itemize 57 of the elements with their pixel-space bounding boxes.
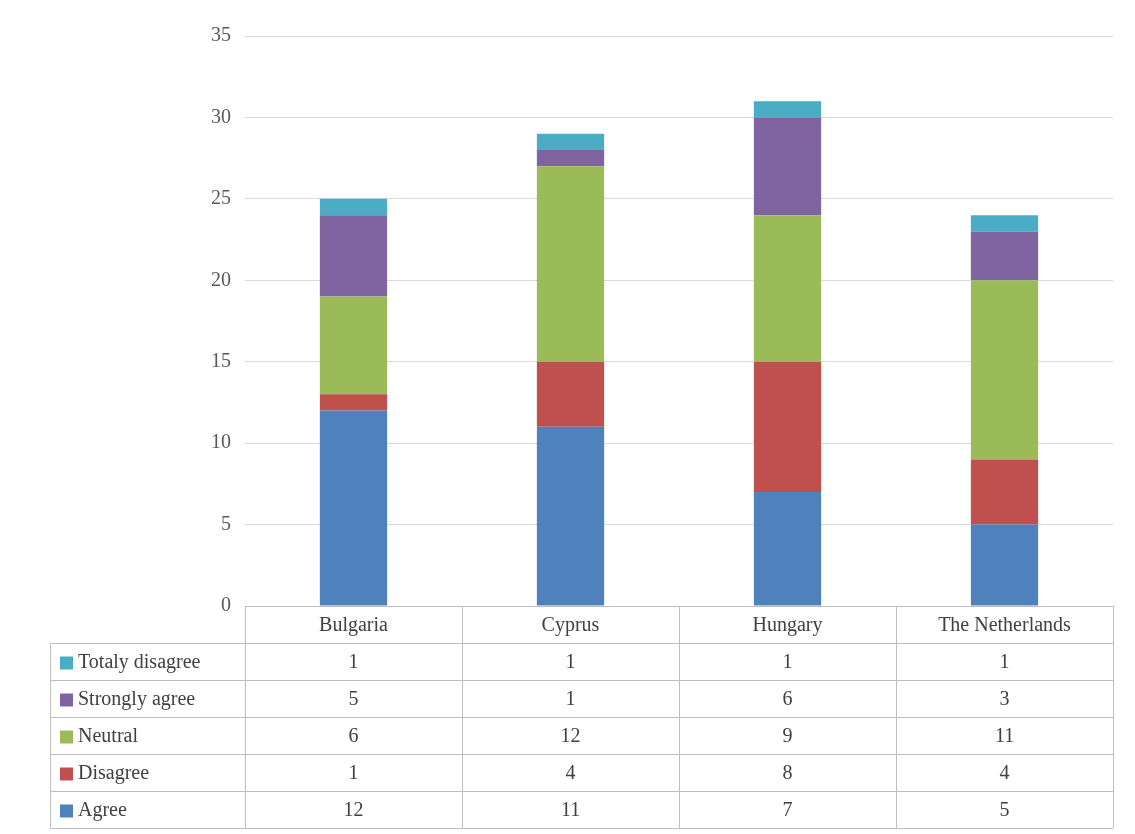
data-label: 11 xyxy=(560,797,581,820)
data-label: 12 xyxy=(343,797,364,820)
data-label: 12 xyxy=(560,723,581,746)
data-label: 5 xyxy=(348,686,359,709)
y-tick-label: 0 xyxy=(221,593,231,616)
x-tick-label: Bulgaria xyxy=(319,612,389,636)
data-label: 4 xyxy=(565,760,576,783)
y-tick-label: 20 xyxy=(211,267,231,290)
data-label: 1 xyxy=(565,686,576,709)
bar xyxy=(753,492,822,606)
data-label: 5 xyxy=(999,797,1010,820)
bar xyxy=(753,215,822,362)
legend-label: Agree xyxy=(78,797,127,821)
bar xyxy=(319,394,388,411)
bar xyxy=(319,215,388,297)
bar xyxy=(319,296,388,395)
bar xyxy=(536,166,605,362)
bar xyxy=(319,410,388,606)
data-label: 11 xyxy=(994,723,1015,746)
data-label: 1 xyxy=(348,649,359,672)
data-label: 6 xyxy=(348,723,359,746)
data-label: 6 xyxy=(782,686,793,709)
bar xyxy=(536,133,605,150)
y-tick-label: 5 xyxy=(221,511,231,534)
legend-label: Neutral xyxy=(78,723,139,746)
bar xyxy=(970,215,1039,232)
bar xyxy=(970,280,1039,460)
legend-label: Totaly disagree xyxy=(78,649,201,673)
legend-label: Strongly agree xyxy=(78,686,196,710)
y-tick-label: 35 xyxy=(211,23,231,46)
data-label: 3 xyxy=(999,686,1010,709)
x-tick-label: Cyprus xyxy=(541,612,600,636)
data-label: 7 xyxy=(782,797,793,820)
y-tick-label: 30 xyxy=(211,104,231,127)
bar xyxy=(753,101,822,118)
bar xyxy=(753,117,822,216)
x-tick-label: Hungary xyxy=(752,612,823,636)
bar xyxy=(753,361,822,492)
legend-label: Disagree xyxy=(78,760,150,784)
data-label: 1 xyxy=(782,649,793,672)
data-label: 1 xyxy=(348,760,359,783)
data-label: 1 xyxy=(565,649,576,672)
x-tick-label: The Netherlands xyxy=(938,612,1072,635)
data-label: 1 xyxy=(999,649,1010,672)
y-tick-label: 15 xyxy=(211,348,231,371)
bar xyxy=(536,150,605,167)
bar xyxy=(536,426,605,606)
bar xyxy=(319,198,388,216)
bar xyxy=(970,459,1039,525)
data-label: 4 xyxy=(999,760,1010,783)
bar xyxy=(970,524,1039,606)
bar xyxy=(536,361,605,427)
y-tick-label: 10 xyxy=(211,430,231,453)
y-tick-label: 25 xyxy=(211,186,231,209)
bar xyxy=(970,231,1039,281)
data-label: 9 xyxy=(782,723,793,746)
data-label: 8 xyxy=(782,760,793,783)
